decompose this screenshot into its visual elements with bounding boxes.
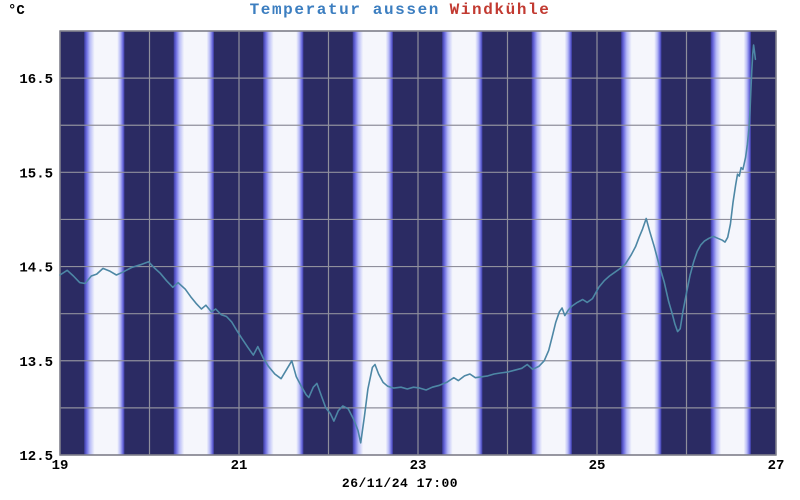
x-tick-label: 23: [410, 458, 427, 474]
daylight-band: [84, 31, 125, 455]
daylight-band: [352, 31, 393, 455]
timestamp-label: 26/11/24 17:00: [341, 476, 459, 491]
y-tick-label: 13.5: [19, 355, 53, 371]
x-tick-label: 25: [589, 458, 606, 474]
x-tick-label: 27: [768, 458, 785, 474]
daylight-band: [442, 31, 483, 455]
chart-title: Temperatur aussen Windkühle: [0, 1, 800, 19]
temperature-line: [59, 44, 757, 444]
y-axis-unit-label: °C: [8, 3, 25, 19]
daylight-band: [173, 31, 214, 455]
y-tick-label: 12.5: [19, 449, 53, 465]
y-tick-label: 14.5: [19, 261, 53, 277]
x-tick-label: 21: [231, 458, 248, 474]
plot-border: [59, 30, 777, 456]
daylight-band: [621, 31, 662, 455]
y-tick-label: 16.5: [19, 72, 53, 88]
daylight-band: [263, 31, 304, 455]
daylight-band: [531, 31, 572, 455]
y-tick-label: 15.5: [19, 166, 53, 182]
daylight-band: [710, 31, 751, 455]
legend-temperature-label: Temperatur aussen: [249, 1, 440, 19]
x-tick-label: 19: [52, 458, 69, 474]
legend-windchill-label: Windkühle: [449, 1, 551, 19]
